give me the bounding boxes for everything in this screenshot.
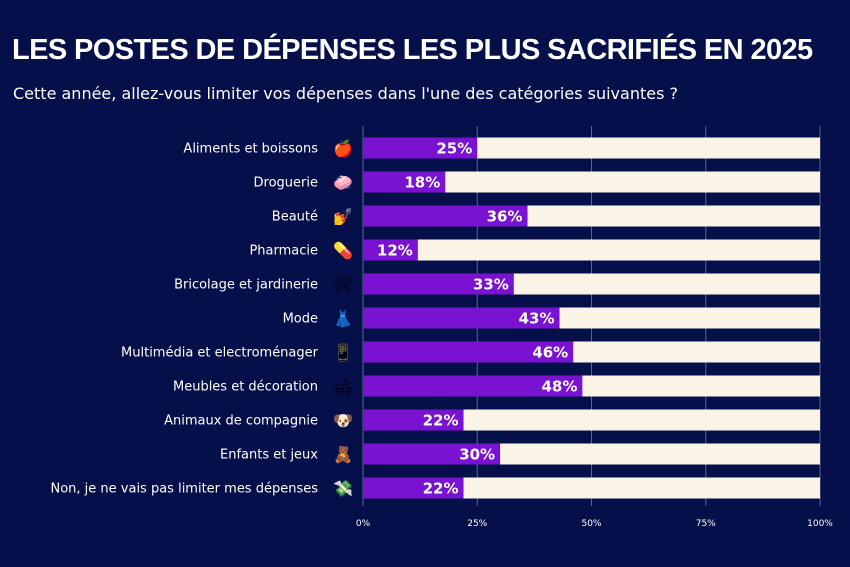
bar (363, 443, 501, 465)
x-tick-label: 100% (807, 519, 833, 529)
teddy-bear-icon: 🧸 (333, 445, 353, 464)
x-tick-label: 50% (581, 519, 601, 529)
mobile-phone-icon: 📱 (333, 343, 353, 362)
pill-icon: 💊 (333, 241, 353, 260)
page-subtitle: Cette année, allez-vous limiter vos dépe… (13, 84, 678, 103)
tools-icon: 🛠 (333, 275, 353, 294)
bar-track (363, 171, 820, 193)
data-label: 43% (519, 310, 555, 328)
data-label: 46% (532, 344, 568, 362)
category-label: Aliments et boissons (183, 142, 318, 157)
x-tick-label: 25% (467, 519, 487, 529)
category-label: Bricolage et jardinerie (174, 278, 318, 293)
dress-icon: 👗 (333, 309, 353, 328)
couch-lamp-icon: 🛋 (333, 377, 353, 396)
bar (363, 239, 418, 261)
data-label: 25% (436, 140, 472, 158)
bar (363, 307, 560, 329)
x-tick-label: 0% (356, 519, 371, 529)
category-label: Meubles et décoration (173, 380, 318, 395)
dog-icon: 🐶 (333, 411, 353, 430)
category-label: Enfants et jeux (220, 448, 318, 463)
data-label: 33% (473, 276, 509, 294)
bar-track (363, 477, 820, 499)
data-label: 48% (541, 378, 577, 396)
category-label: Non, je ne vais pas limiter mes dépenses (50, 482, 318, 497)
nail-polish-icon: 💅 (333, 207, 353, 226)
bar (363, 137, 478, 159)
bar (363, 171, 446, 193)
x-tick-label: 75% (696, 519, 716, 529)
category-label: Droguerie (254, 176, 318, 191)
data-label: 36% (487, 208, 523, 226)
data-label: 22% (423, 412, 459, 430)
bar (363, 409, 464, 431)
bar-track (363, 239, 820, 261)
data-label: 18% (404, 174, 440, 192)
bar-track (363, 409, 820, 431)
data-label: 12% (377, 242, 413, 260)
bar (363, 477, 464, 499)
soap-icon: 🧼 (333, 173, 353, 192)
category-label: Multimédia et electroménager (121, 346, 319, 361)
category-label: Pharmacie (249, 244, 318, 259)
page-title: LES POSTES DE DÉPENSES LES PLUS SACRIFIÉ… (12, 34, 813, 66)
apple-icon: 🍎 (333, 139, 353, 158)
bar (363, 375, 583, 397)
category-label: Beauté (272, 210, 318, 225)
data-label: 22% (423, 480, 459, 498)
category-label: Animaux de compagnie (164, 414, 318, 429)
data-label: 30% (459, 446, 495, 464)
bar (363, 205, 528, 227)
bar (363, 341, 574, 363)
money-wings-icon: 💸 (333, 479, 353, 498)
bar (363, 273, 514, 295)
category-label: Mode (283, 312, 318, 327)
